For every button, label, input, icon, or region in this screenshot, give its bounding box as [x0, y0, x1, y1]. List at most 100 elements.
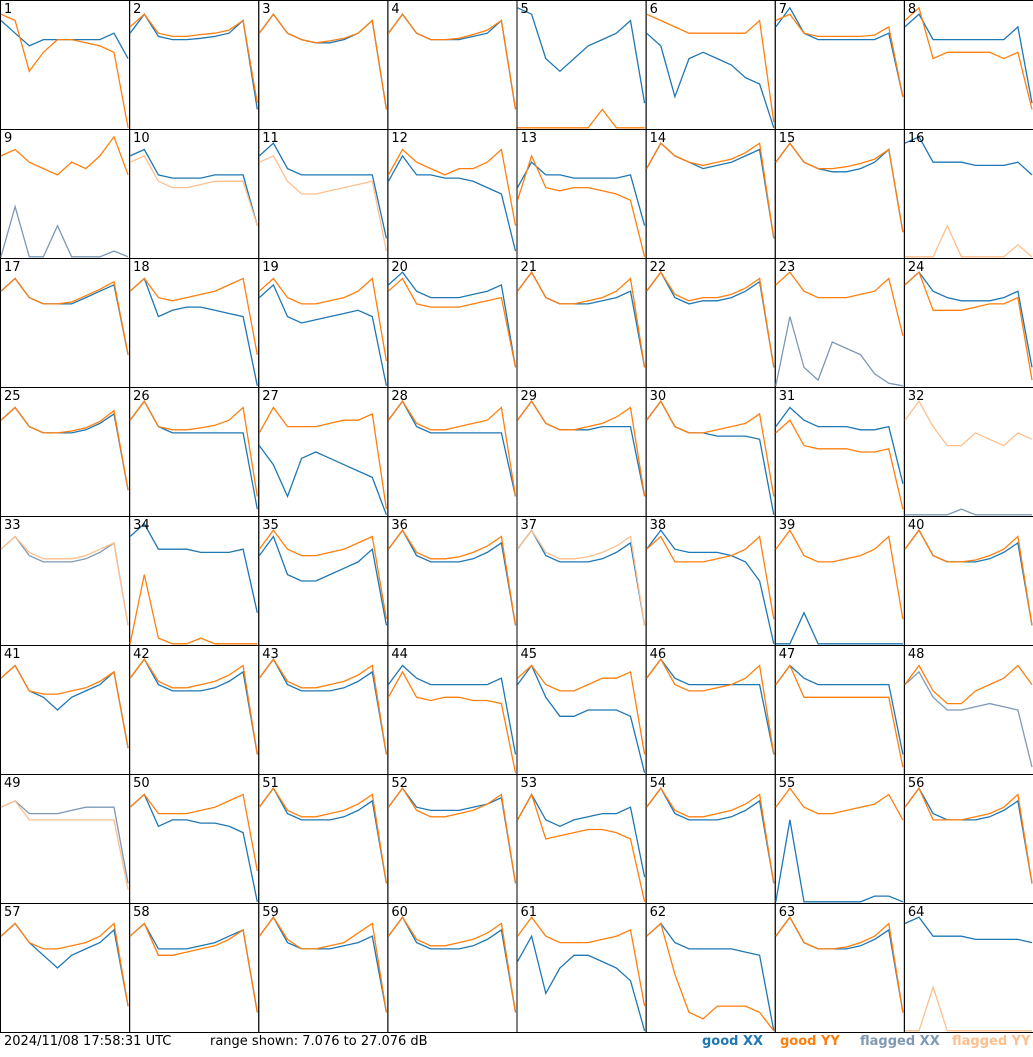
panel-frame	[903, 516, 1033, 646]
xx-spectrum	[775, 142, 904, 233]
panel-label: 61	[521, 905, 538, 920]
yy-spectrum	[129, 277, 258, 355]
xx-spectrum	[646, 142, 775, 239]
panel: 40	[903, 516, 1033, 646]
legend-entry: good YY	[780, 1034, 840, 1049]
yy-spectrum	[387, 787, 517, 884]
panel-frame	[258, 774, 389, 904]
xx-spectrum	[258, 13, 388, 110]
panel-frame	[774, 387, 905, 517]
panel-label: 22	[650, 260, 667, 275]
panel-label: 8	[908, 2, 916, 17]
xx-spectrum	[387, 664, 517, 755]
yy-spectrum	[775, 529, 904, 620]
panel: 1	[0, 0, 131, 130]
panel-label: 43	[262, 647, 279, 662]
panel-label: 29	[521, 389, 538, 404]
panel-label: 50	[133, 776, 150, 791]
panel: 60	[387, 903, 518, 1033]
xx-spectrum	[387, 154, 517, 252]
yy-spectrum	[516, 400, 646, 497]
yy-spectrum	[646, 271, 775, 368]
yy-spectrum	[387, 529, 517, 626]
xx-spectrum	[517, 7, 646, 104]
panel-frame	[903, 774, 1033, 904]
yy-spectrum	[904, 224, 1033, 258]
panel-frame	[0, 645, 131, 775]
panel: 20	[387, 258, 518, 388]
xx-spectrum	[775, 819, 904, 903]
xx-spectrum	[516, 793, 646, 878]
panel: 50	[129, 774, 260, 904]
panel-label: 56	[908, 776, 925, 791]
panel-label: 20	[391, 260, 408, 275]
panel-label: 17	[4, 260, 21, 275]
panel-frame	[774, 645, 905, 775]
panel-frame	[258, 129, 389, 259]
yy-spectrum	[0, 664, 129, 749]
panel-frame	[0, 129, 131, 259]
xx-spectrum	[258, 535, 388, 626]
yy-spectrum	[646, 658, 775, 755]
xx-spectrum	[516, 664, 646, 773]
panel-label: 54	[650, 776, 667, 791]
panel-frame	[129, 903, 260, 1033]
xx-spectrum	[646, 400, 775, 515]
panel-label: 63	[779, 905, 796, 920]
panel: 15	[774, 129, 905, 259]
panel-label: 30	[650, 389, 667, 404]
panel-label: 52	[391, 776, 408, 791]
panel: 27	[258, 387, 389, 517]
xx-spectrum	[387, 529, 517, 626]
panel-label: 37	[521, 518, 538, 533]
panel: 6	[645, 0, 776, 130]
yy-spectrum	[129, 922, 258, 1013]
panel-frame	[645, 903, 776, 1033]
yy-spectrum	[516, 529, 646, 626]
yy-spectrum	[516, 271, 646, 368]
yy-spectrum	[387, 148, 517, 226]
yy-spectrum	[259, 155, 388, 252]
yy-spectrum	[258, 277, 388, 362]
panel-label: 59	[262, 905, 279, 920]
panel-frame	[0, 516, 131, 646]
panel-frame	[129, 516, 260, 646]
yy-spectrum	[258, 787, 388, 884]
panel-label: 27	[262, 389, 279, 404]
panel-label: 38	[650, 518, 667, 533]
panel-label: 47	[779, 647, 796, 662]
panel-label: 28	[391, 389, 408, 404]
yy-spectrum	[387, 670, 517, 773]
panel-frame	[258, 903, 389, 1033]
panel: 51	[258, 774, 389, 904]
panel-frame	[516, 258, 647, 388]
panel-label: 58	[133, 905, 150, 920]
panel-label: 12	[391, 131, 408, 146]
panel-frame	[774, 516, 905, 646]
xx-spectrum	[646, 658, 775, 755]
panel: 46	[645, 645, 776, 775]
yy-spectrum	[516, 792, 646, 902]
panel-label: 16	[908, 131, 925, 146]
panel-frame	[387, 516, 518, 646]
panel-frame	[0, 903, 131, 1033]
panel: 54	[645, 774, 776, 904]
panel: 57	[0, 903, 131, 1033]
xx-spectrum	[387, 271, 517, 368]
panel-frame	[903, 0, 1033, 130]
xx-spectrum	[129, 522, 258, 613]
panel-frame	[387, 903, 518, 1033]
panel-label: 36	[391, 518, 408, 533]
yy-spectrum	[646, 787, 775, 884]
panel-label: 3	[262, 2, 270, 17]
xx-spectrum	[129, 13, 258, 110]
panel-label: 53	[521, 776, 538, 791]
panel-label: 55	[779, 776, 796, 791]
yy-spectrum	[904, 6, 1033, 110]
panel-frame	[129, 258, 260, 388]
yy-spectrum	[646, 400, 775, 497]
xx-spectrum	[0, 535, 129, 626]
yy-spectrum	[904, 984, 1032, 1032]
yy-spectrum	[387, 400, 517, 497]
panel-label: 21	[521, 260, 538, 275]
